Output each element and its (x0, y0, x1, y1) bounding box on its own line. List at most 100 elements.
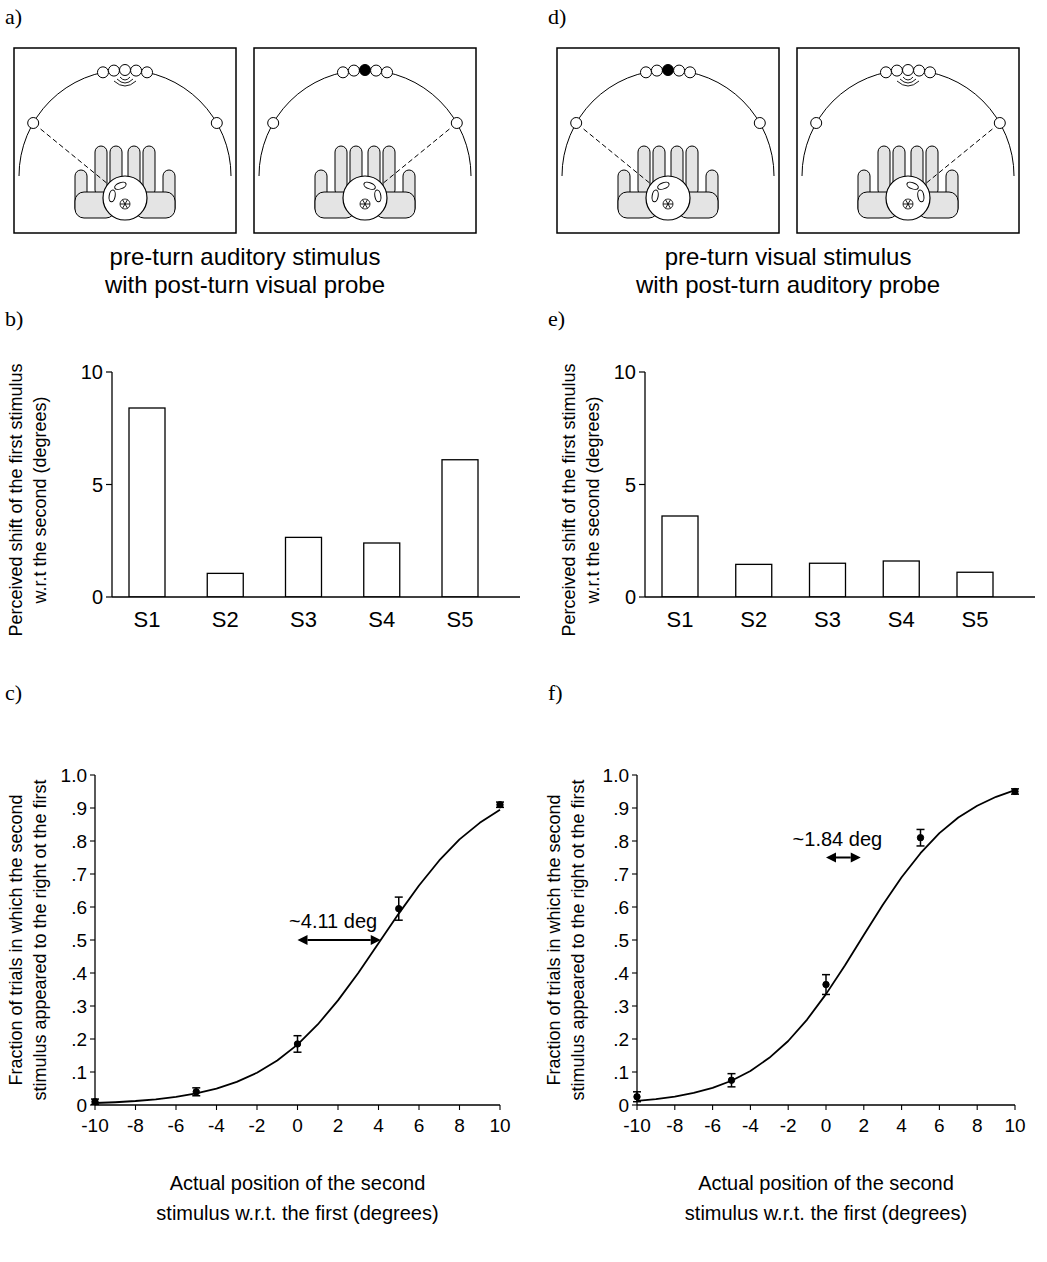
y-tick (90, 1071, 95, 1072)
bar (207, 573, 243, 597)
fixation-led (28, 118, 39, 129)
head (646, 176, 690, 220)
x-tick (788, 1105, 789, 1110)
diagram-frame (797, 48, 1019, 233)
bar (364, 543, 400, 597)
x-tick-label: -2 (249, 1115, 266, 1136)
annotation: ~1.84 deg (793, 828, 883, 850)
speaker-led (891, 65, 902, 76)
x-tick (901, 1105, 902, 1110)
caption: pre-turn visual stimulus (665, 243, 912, 270)
error-bar (91, 1099, 99, 1104)
arrow-head (298, 935, 308, 945)
x-axis (112, 596, 520, 597)
panel-letter: f) (548, 680, 563, 705)
error-bar (192, 1088, 200, 1096)
fit-curve (637, 790, 1015, 1101)
y-tick (90, 972, 95, 973)
speaker-led (925, 67, 936, 78)
speaker-led (880, 67, 891, 78)
y-tick (90, 906, 95, 907)
speaker-led (685, 67, 696, 78)
y-axis-title: w.r.t the second (degrees) (30, 396, 50, 604)
plot-area (91, 802, 504, 1105)
y-tick (90, 1005, 95, 1006)
y-tick-label: 0 (625, 586, 636, 608)
curve-chart: f)0.1.2.3.4.5.6.7.8.91.0-10-8-6-4-202468… (544, 680, 1026, 1224)
head (343, 176, 387, 220)
x-tick (977, 1105, 978, 1110)
speaker-led (348, 65, 359, 76)
y-axis-title: Perceived shift of the first stimulus (6, 363, 26, 636)
speaker-led (131, 65, 142, 76)
bar-chart: e)0510S1S2S3S4S5Perceived shift of the f… (548, 306, 1035, 637)
x-tick-label: 10 (489, 1115, 510, 1136)
x-tick (712, 1105, 713, 1110)
x-tick-label: -6 (704, 1115, 721, 1136)
x-tick-label: -6 (168, 1115, 185, 1136)
error-bar-cap (395, 896, 403, 898)
y-tick (639, 371, 645, 372)
y-tick (90, 939, 95, 940)
x-tick-label: S3 (814, 607, 841, 632)
y-tick (90, 873, 95, 874)
arrow-head (371, 935, 381, 945)
gaze-line (384, 128, 451, 183)
gaze-line (927, 128, 994, 183)
fit-curve (95, 810, 500, 1103)
error-bar-cap (822, 974, 830, 976)
y-tick-label: .6 (71, 897, 87, 918)
y-axis-title: stimulus appeared to the right ot the fi… (30, 779, 50, 1100)
bar (129, 408, 165, 597)
panel-letter: c) (5, 680, 22, 705)
bar (662, 516, 698, 597)
arrow-head (851, 853, 861, 863)
x-tick-label: 2 (333, 1115, 344, 1136)
y-tick (632, 774, 637, 775)
x-tick-label: 6 (934, 1115, 945, 1136)
y-tick (90, 840, 95, 841)
y-tick (632, 939, 637, 940)
y-tick-label: .2 (613, 1029, 629, 1050)
x-tick (674, 1105, 675, 1110)
sound-wave (903, 77, 913, 80)
y-tick-label: 0 (92, 586, 103, 608)
fixation-led (994, 118, 1005, 129)
x-axis-title: stimulus w.r.t. the first (degrees) (685, 1202, 967, 1224)
x-tick-label: 10 (1004, 1115, 1025, 1136)
x-tick-label: -8 (127, 1115, 144, 1136)
x-tick-label: -4 (742, 1115, 759, 1136)
eye (906, 181, 919, 191)
bar (883, 561, 919, 597)
y-tick (632, 873, 637, 874)
head-center (903, 199, 913, 209)
x-tick (94, 1105, 95, 1110)
y-tick (106, 596, 112, 597)
diagram-frame (557, 48, 779, 233)
speaker-led (382, 67, 393, 78)
curve-chart: c)0.1.2.3.4.5.6.7.8.91.0-10-8-6-4-202468… (5, 680, 511, 1224)
plot-area (633, 788, 1019, 1101)
y-axis-title: stimulus appeared to the right ot the fi… (568, 779, 588, 1100)
error-bar-cap (917, 829, 925, 831)
x-tick (825, 1105, 826, 1110)
fixation-led (811, 118, 822, 129)
speaker-led (337, 67, 348, 78)
x-tick-label: 2 (859, 1115, 870, 1136)
y-tick-label: .1 (613, 1062, 629, 1083)
error-bar-cap (822, 994, 830, 996)
y-tick-label: .5 (71, 930, 87, 951)
x-tick (459, 1105, 460, 1110)
y-tick-label: .6 (613, 897, 629, 918)
eye (917, 190, 925, 203)
x-tick (378, 1105, 379, 1110)
speaker-arc (802, 70, 1014, 176)
bars (129, 408, 478, 597)
data-point (396, 905, 402, 911)
speaker-led (674, 65, 685, 76)
error-bar-cap (917, 845, 925, 847)
y-tick (632, 807, 637, 808)
caption: with post-turn auditory probe (635, 271, 940, 298)
error-bar (1011, 789, 1019, 794)
head-center (663, 199, 673, 209)
